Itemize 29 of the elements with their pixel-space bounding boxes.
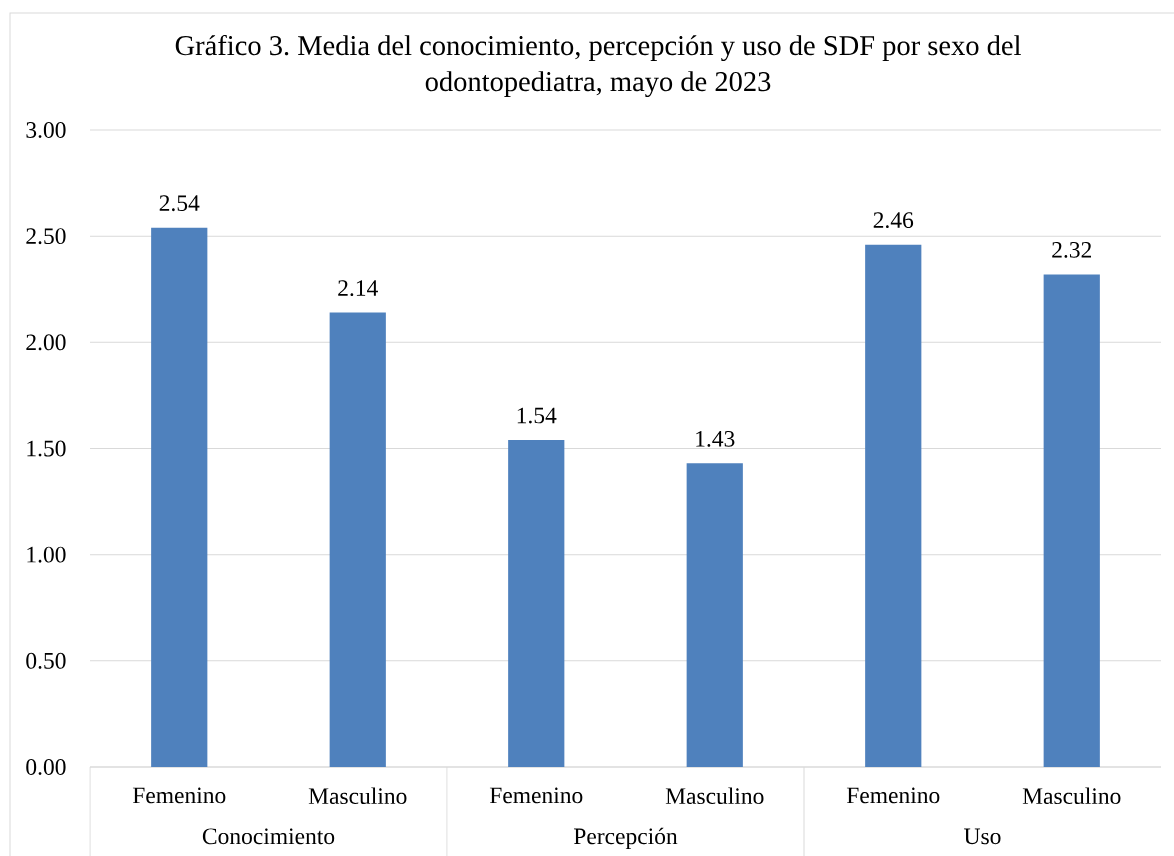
text: Masculino: [665, 787, 764, 805]
y-tick-label: 3.00: [26, 122, 66, 138]
bar: [1043, 274, 1100, 767]
bar: [508, 440, 565, 767]
data-label: 2.32: [1052, 241, 1092, 258]
data-label: 1.54: [517, 407, 557, 424]
data-label: 2.46: [873, 212, 914, 229]
text: Femenino: [846, 787, 940, 804]
chart-title: Gráfico 3. Media del conocimiento, percepción y uso de SDF por sexo del odontopediatra, mayo de 2023: [175, 34, 1021, 98]
y-tick-label: 2.00: [26, 334, 66, 351]
data-label: 2.54: [159, 195, 200, 212]
data-label: 2.14: [338, 280, 378, 297]
x-tick-label: Uso: [964, 828, 1001, 845]
bar: [686, 463, 743, 767]
y-tick-label: 0.50: [26, 652, 66, 669]
text: Masculino: [1022, 787, 1121, 805]
y-tick-label: 1.00: [27, 546, 66, 563]
bar: [329, 312, 386, 767]
text: Femenino: [489, 787, 583, 804]
series-label: Femenino: [132, 787, 226, 804]
y-tick-label: 0.00: [26, 759, 66, 775]
x-tick-label: Percepción: [573, 827, 678, 849]
x-tick-label: Conocimiento: [202, 828, 335, 845]
bar: [151, 227, 208, 767]
series-label: Masculino: [308, 787, 407, 805]
data-label: 1.43: [696, 430, 735, 447]
y-tick-label: 1.50: [27, 440, 66, 457]
y-tick-label: 2.50: [26, 228, 66, 245]
bar: [865, 244, 922, 767]
